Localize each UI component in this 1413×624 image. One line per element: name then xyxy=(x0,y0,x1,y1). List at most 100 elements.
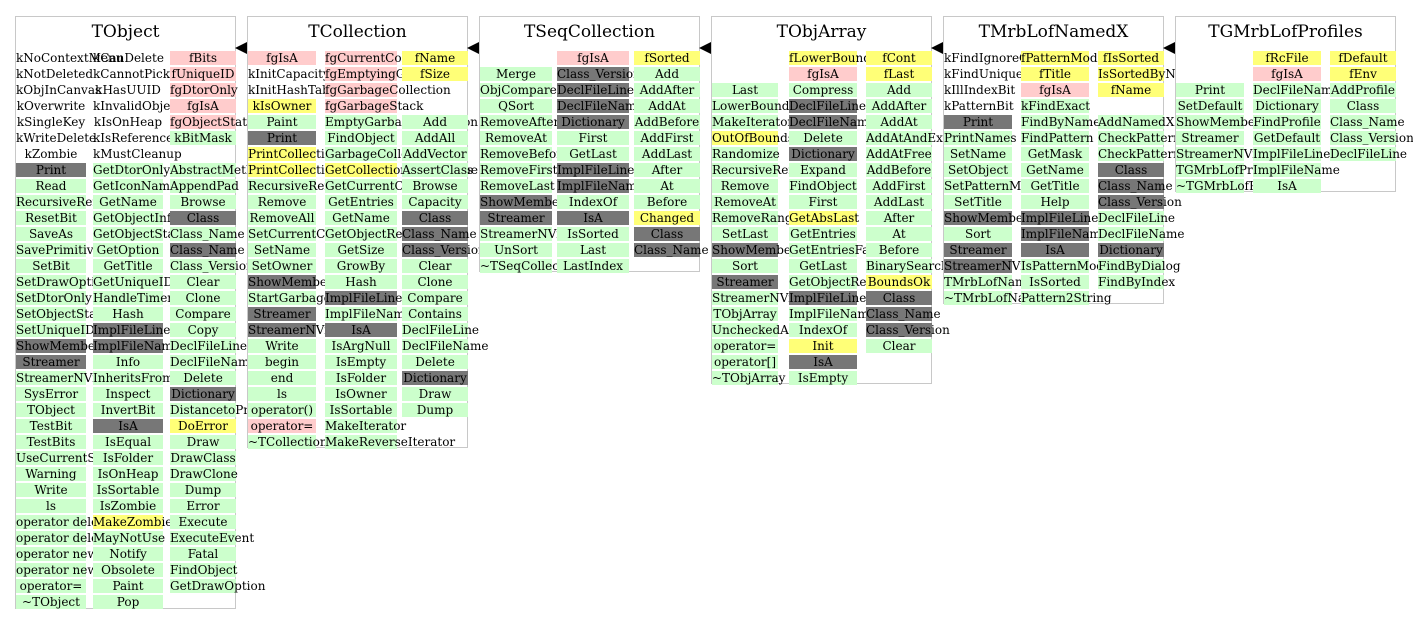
member-startgarbagecollection: StartGarbageCollection xyxy=(248,291,393,305)
member-streamernvirtual: StreamerNVirtual xyxy=(248,323,358,337)
member-declfilename: DeclFileName xyxy=(402,339,489,353)
member-fgcurrentcollection: fgCurrentCollection xyxy=(325,51,447,65)
member-issortable: IsSortable xyxy=(93,483,163,497)
member-setobject: SetObject xyxy=(944,163,1012,177)
member-addprofile: AddProfile xyxy=(1330,83,1396,97)
member-kpatternbit: kPatternBit xyxy=(944,99,1014,113)
member-dictionary: Dictionary xyxy=(170,387,236,401)
member-after: After xyxy=(866,211,932,225)
member-invertbit: InvertBit xyxy=(93,403,163,417)
member-class: Class xyxy=(866,291,932,305)
member-error: Error xyxy=(170,499,236,513)
member-kfindunique: kFindUnique xyxy=(944,67,1024,81)
member-isa: IsA xyxy=(1253,179,1321,193)
member-empty xyxy=(712,67,778,81)
member-addatandexpand: AddAtAndExpand xyxy=(866,131,974,145)
member-isargnull: IsArgNull xyxy=(325,339,397,353)
member-syserror: SysError xyxy=(16,387,86,401)
member-execute: Execute xyxy=(170,515,236,529)
member-class: Class xyxy=(634,227,700,241)
member-getsize: GetSize xyxy=(325,243,397,257)
member-paint: Paint xyxy=(248,115,316,129)
inheritance-arrow-icon xyxy=(699,42,711,54)
member-tobjarray: TObjArray xyxy=(712,307,778,321)
member-fggarbagecollection: fgGarbageCollection xyxy=(325,83,451,97)
member-first: First xyxy=(789,195,857,209)
member-koverwrite: kOverwrite xyxy=(16,99,86,113)
member-class: Class xyxy=(1098,163,1164,177)
member-iszombie: IsZombie xyxy=(93,499,163,513)
member-isfolder: IsFolder xyxy=(93,451,163,465)
member-fgisa: fgIsA xyxy=(1253,67,1321,81)
member-kisowner: kIsOwner xyxy=(248,99,316,113)
member-addnamedx: AddNamedX xyxy=(1098,115,1175,129)
member-getmask: GetMask xyxy=(1021,147,1089,161)
member-fsorted: fSorted xyxy=(634,51,700,65)
member-streamer: Streamer xyxy=(1176,131,1244,145)
member-fpatternmode: fPatternMode xyxy=(1021,51,1105,65)
member-declfilename: DeclFileName xyxy=(170,355,257,369)
member-kinithashtablecapacity: kInitHashTableCapacity xyxy=(248,83,395,97)
member-class-name: Class_Name xyxy=(402,227,477,241)
member-notify: Notify xyxy=(93,547,163,561)
member-class-version: Class_Version xyxy=(1098,195,1182,209)
member-issortedbyname: IsSortedByName xyxy=(1098,67,1202,81)
member-compress: Compress xyxy=(789,83,857,97)
member-setname: SetName xyxy=(944,147,1012,161)
member-declfileline: DeclFileLine xyxy=(1330,147,1408,161)
member-fenv: fEnv xyxy=(1330,67,1396,81)
class-title: TObjArray xyxy=(776,22,867,42)
member-addat: AddAt xyxy=(866,115,932,129)
member-setlast: SetLast xyxy=(712,227,778,241)
member-getuniqueid: GetUniqueID xyxy=(93,275,174,289)
member-implfilename: ImplFileName xyxy=(325,307,412,321)
member-getdefault: GetDefault xyxy=(1253,131,1321,145)
member-kcannotpick: kCannotPick xyxy=(93,67,171,81)
member-before: Before xyxy=(866,243,932,257)
member-recursiveremove: RecursiveRemove xyxy=(16,195,125,209)
member-removerange: RemoveRange xyxy=(712,211,800,225)
member-checkpatternshort: CheckPatternShort xyxy=(1098,147,1215,161)
member-operator-new: operator new[] xyxy=(16,563,107,577)
member-fissorted: fIsSorted xyxy=(1098,51,1164,65)
member-emptygarbagecollection: EmptyGarbageCollection xyxy=(325,115,478,129)
member-print: Print xyxy=(1176,83,1244,97)
member-maynotuse: MayNotUse xyxy=(93,531,166,545)
member-class-name: Class_Name xyxy=(170,227,245,241)
member-getobjectref: GetObjectRef xyxy=(325,227,407,241)
member-isa: IsA xyxy=(1021,243,1089,257)
member-fgisa: fgIsA xyxy=(557,51,629,65)
member-draw: Draw xyxy=(402,387,468,401)
member-makeiterator: MakeIterator xyxy=(325,419,407,433)
class-title: TCollection xyxy=(308,22,407,42)
member-declfileline: DeclFileLine xyxy=(402,323,480,337)
member-fgisa: fgIsA xyxy=(789,67,857,81)
member-class-version: Class_Version xyxy=(170,259,254,273)
member-showmembers: ShowMembers xyxy=(944,211,1035,225)
member-inspect: Inspect xyxy=(93,387,163,401)
member-delete: Delete xyxy=(402,355,468,369)
member-class: Class xyxy=(402,211,468,225)
member-empty xyxy=(1176,51,1244,65)
member-obsolete: Obsolete xyxy=(93,563,163,577)
member-kwritedelete: kWriteDelete xyxy=(16,131,97,145)
member-kisreferenced: kIsReferenced xyxy=(93,131,181,145)
member-setdrawoption: SetDrawOption xyxy=(16,275,111,289)
member-operator: operator= xyxy=(16,579,86,593)
member-lastindex: LastIndex xyxy=(557,259,629,273)
member-operator-delete: operator delete xyxy=(16,515,111,529)
member-implfileline: ImplFileLine xyxy=(789,291,867,305)
member-read: Read xyxy=(16,179,86,193)
member-removeat: RemoveAt xyxy=(480,131,552,145)
class-box-tobject: TObject kNoContextMenu kNotDeleted kObjInCa… xyxy=(15,16,291,609)
member-findobject: FindObject xyxy=(789,179,857,193)
member-begin: begin xyxy=(248,355,316,369)
member-fdefault: fDefault xyxy=(1330,51,1396,65)
member-getlast: GetLast xyxy=(789,259,857,273)
member-browse: Browse xyxy=(402,179,468,193)
member-class-name: Class_Name xyxy=(170,243,245,257)
member-hash: Hash xyxy=(325,275,397,289)
member-delete: Delete xyxy=(170,371,236,385)
member-abstractmethod: AbstractMethod xyxy=(170,163,269,177)
member-flast: fLast xyxy=(866,67,932,81)
